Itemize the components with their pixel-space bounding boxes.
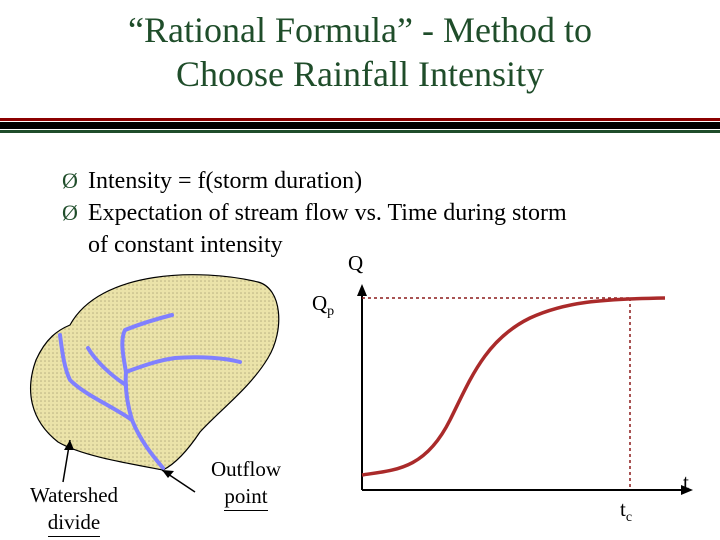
divide-label-line-2: divide xyxy=(47,509,101,537)
bullet-text-1: Intensity = f(storm duration) xyxy=(88,168,363,194)
outflow-label-line-1: Outflow xyxy=(211,457,281,481)
bullet-arrow-icon: Ø xyxy=(62,168,78,193)
x-axis-label: t xyxy=(683,470,689,494)
title-rule-black xyxy=(0,122,720,129)
outflow-label-line-2: point xyxy=(224,483,268,511)
title-rule-green xyxy=(0,130,720,133)
bullet-text-2: Expectation of stream flow vs. Time duri… xyxy=(88,200,567,226)
bullet-item-1: Ø Intensity = f(storm duration) xyxy=(62,165,702,197)
bullet-text-2-continued: of constant intensity xyxy=(88,232,283,258)
tc-label: tc xyxy=(620,496,632,531)
qp-label: Qp xyxy=(312,290,334,325)
stream-network xyxy=(58,313,242,470)
slide-title: “Rational Formula” - Method to Choose Ra… xyxy=(0,8,720,96)
x-axis-arrow-icon xyxy=(681,485,693,495)
divide-label-line-1: Watershed xyxy=(29,483,119,507)
bullet-item-2: Ø Expectation of stream flow vs. Time du… xyxy=(62,197,702,261)
title-line-1: “Rational Formula” - Method to xyxy=(128,10,592,50)
watershed-area xyxy=(30,274,280,471)
hydrograph-curve xyxy=(361,296,666,477)
outflow-pointer-arrow-icon xyxy=(162,470,174,478)
y-axis-arrow-icon xyxy=(357,284,367,296)
qp-label-main: Q xyxy=(312,291,328,315)
bullet-arrow-icon: Ø xyxy=(62,200,78,225)
qp-label-sub: p xyxy=(327,304,335,320)
watershed-divide-label: Watershed divide xyxy=(14,482,134,537)
bullet-list: Ø Intensity = f(storm duration) Ø Expect… xyxy=(62,165,702,261)
title-rule-red xyxy=(0,118,720,121)
tc-label-sub: c xyxy=(625,510,633,526)
outflow-point-label: Outflow point xyxy=(196,456,296,511)
title-line-2: Choose Rainfall Intensity xyxy=(176,54,544,94)
y-axis-label: Q xyxy=(348,251,364,275)
tc-label-main: t xyxy=(620,497,626,521)
divide-pointer-arrow-icon xyxy=(64,440,74,450)
